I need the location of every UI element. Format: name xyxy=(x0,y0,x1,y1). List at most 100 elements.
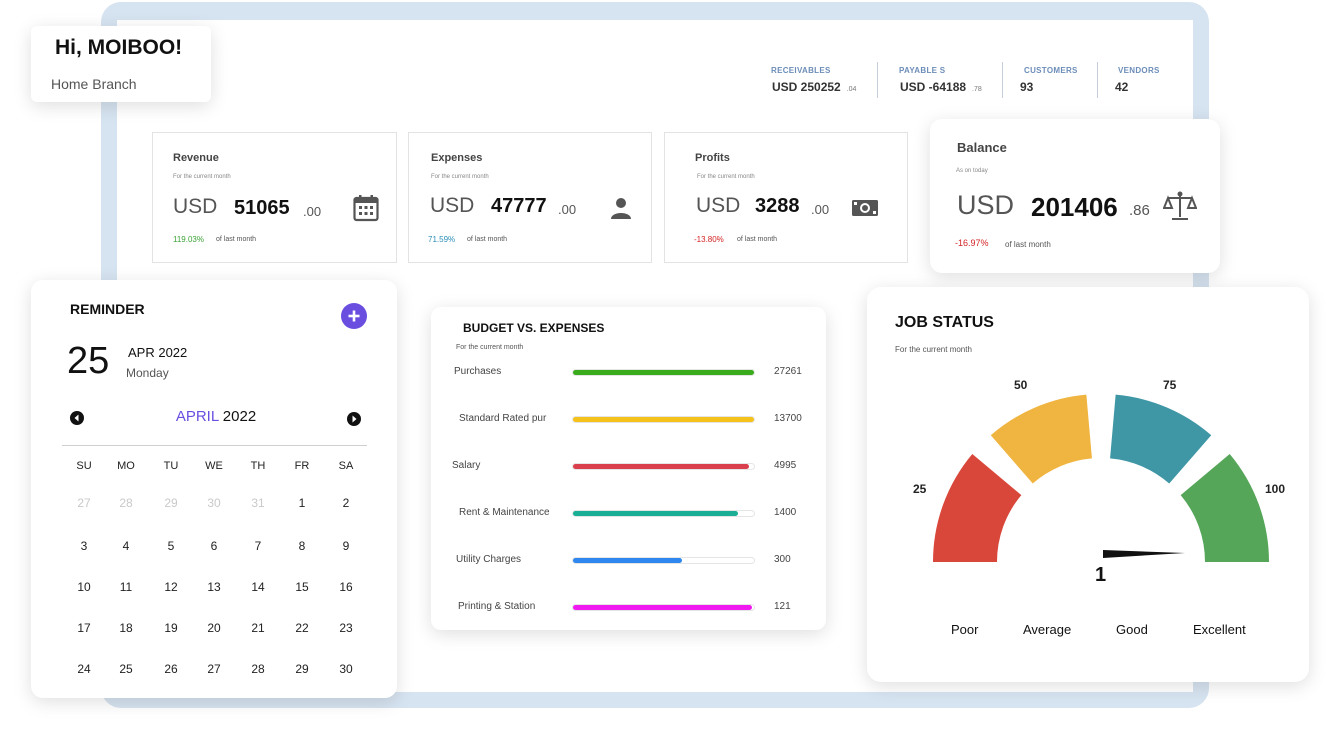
calendar-day[interactable]: 30 xyxy=(339,662,353,676)
calendar-day[interactable]: 7 xyxy=(254,539,262,553)
job-status-gauge xyxy=(933,394,1269,562)
balance-value: 201406 xyxy=(1031,192,1118,222)
budget-progress-bar xyxy=(572,463,755,470)
gauge-segment xyxy=(933,454,1022,562)
budget-progress-bar xyxy=(572,416,755,423)
greeting-card: Hi, MOIBOO! Home Branch xyxy=(31,26,211,102)
expenses-value: 47777 xyxy=(491,195,547,217)
budget-item-value: 1400 xyxy=(774,507,797,518)
budget-item-value: 4995 xyxy=(774,460,797,471)
calendar-day[interactable]: 2 xyxy=(342,496,350,510)
customers-value[interactable]: 93 xyxy=(1020,80,1034,94)
calendar-day-outside-month[interactable]: 29 xyxy=(164,496,178,510)
gauge-tick-25: 25 xyxy=(913,482,927,496)
calendar-day[interactable]: 4 xyxy=(122,539,130,553)
calendar-month: APRIL xyxy=(175,408,219,425)
budget-progress-fill xyxy=(573,417,754,422)
calendar-day[interactable]: 11 xyxy=(119,580,133,594)
balance-subtitle: As on today xyxy=(956,168,988,174)
calendar-day[interactable]: 17 xyxy=(77,621,91,635)
calendar-day[interactable]: 19 xyxy=(164,621,178,635)
reminder-weekday: Monday xyxy=(126,366,169,380)
calendar-day[interactable]: 16 xyxy=(339,580,353,594)
category-average: Average xyxy=(1023,622,1072,637)
calendar-day-outside-month[interactable]: 28 xyxy=(119,496,133,510)
balance-decimal: .86 xyxy=(1129,202,1150,219)
revenue-title: Revenue xyxy=(173,152,219,164)
calendar-day-outside-month[interactable]: 27 xyxy=(77,496,91,510)
budget-progress-fill xyxy=(573,558,682,563)
expenses-currency: USD xyxy=(430,194,475,217)
profits-change-label: of last month xyxy=(737,236,778,243)
calendar-day[interactable]: 9 xyxy=(342,539,350,553)
prev-month-button[interactable] xyxy=(70,411,84,425)
calendar-day[interactable]: 20 xyxy=(207,621,221,635)
calendar-day[interactable]: 27 xyxy=(207,662,221,676)
calendar-day[interactable]: 12 xyxy=(164,580,178,594)
weekday-label: SU xyxy=(76,460,92,472)
scale-icon xyxy=(1163,191,1197,220)
budget-item-value: 300 xyxy=(774,554,791,565)
profits-title: Profits xyxy=(695,152,730,164)
budget-title: BUDGET VS. EXPENSES xyxy=(463,321,605,335)
calendar-day-outside-month[interactable]: 30 xyxy=(207,496,221,510)
person-icon xyxy=(611,198,631,219)
weekday-label: FR xyxy=(294,460,310,472)
budget-card: BUDGET VS. EXPENSES For the current mont… xyxy=(431,307,826,630)
calendar-day[interactable]: 25 xyxy=(119,662,133,676)
gauge-value: 1 xyxy=(1095,564,1107,586)
chevron-left-icon xyxy=(74,414,79,422)
calendar-day[interactable]: 13 xyxy=(207,580,221,594)
calendar-day-outside-month[interactable]: 31 xyxy=(251,496,265,510)
expenses-title: Expenses xyxy=(431,152,483,164)
profits-subtitle: For the current month xyxy=(697,174,755,180)
branch-name[interactable]: Home Branch xyxy=(51,76,137,92)
profits-decimal: .00 xyxy=(811,202,830,217)
calendar-icon xyxy=(353,195,379,222)
calendar-day[interactable]: 23 xyxy=(339,621,353,635)
receivables-value[interactable]: USD 250252 .04 xyxy=(772,80,856,94)
calendar-day[interactable]: 1 xyxy=(298,496,306,510)
calendar-day[interactable]: 28 xyxy=(251,662,265,676)
add-reminder-button[interactable] xyxy=(341,303,367,329)
calendar-day[interactable]: 18 xyxy=(119,621,133,635)
payables-value[interactable]: USD -64188 .78 xyxy=(900,80,982,94)
profits-card[interactable]: Profits For the current month USD 3288 .… xyxy=(664,132,908,263)
calendar-day[interactable]: 15 xyxy=(295,580,309,594)
balance-card[interactable]: Balance As on today USD 201406 .86 -16.9… xyxy=(930,119,1220,273)
receivables-amount: USD 250252 xyxy=(772,80,841,94)
divider xyxy=(1002,62,1003,98)
next-month-button[interactable] xyxy=(347,412,361,426)
revenue-card[interactable]: Revenue For the current month USD 51065 … xyxy=(152,132,397,263)
plus-icon xyxy=(348,310,360,322)
budget-progress-bar xyxy=(572,557,755,564)
payables-label: PAYABLE S xyxy=(899,66,946,75)
revenue-change-label: of last month xyxy=(216,236,257,243)
budget-item-value: 121 xyxy=(774,601,791,612)
budget-item-name: Salary xyxy=(452,460,481,471)
calendar-day[interactable]: 10 xyxy=(77,580,91,594)
weekday-label: WE xyxy=(205,460,223,472)
calendar-day[interactable]: 22 xyxy=(295,621,309,635)
budget-subtitle: For the current month xyxy=(456,344,524,351)
receivables-decimal: .04 xyxy=(846,86,857,93)
calendar-day[interactable]: 6 xyxy=(210,539,218,553)
profits-value: 3288 xyxy=(755,195,800,217)
calendar-day[interactable]: 5 xyxy=(167,539,175,553)
expenses-card[interactable]: Expenses For the current month USD 47777… xyxy=(408,132,652,263)
calendar-day[interactable]: 24 xyxy=(77,662,91,676)
calendar-day[interactable]: 21 xyxy=(251,621,265,635)
payables-decimal: .78 xyxy=(972,86,982,93)
budget-progress-fill xyxy=(573,464,749,469)
calendar-day[interactable]: 8 xyxy=(298,539,306,553)
gauge-tick-75: 75 xyxy=(1163,378,1177,392)
vendors-value[interactable]: 42 xyxy=(1115,80,1129,94)
calendar-day[interactable]: 29 xyxy=(295,662,309,676)
calendar-day[interactable]: 3 xyxy=(80,539,88,553)
calendar-day[interactable]: 14 xyxy=(251,580,265,594)
calendar-day[interactable]: 26 xyxy=(164,662,178,676)
gauge-tick-100: 100 xyxy=(1265,482,1286,496)
category-poor: Poor xyxy=(951,622,979,637)
calendar-year: 2022 xyxy=(222,408,257,425)
calendar-month-label: APRIL 2022 xyxy=(31,408,401,425)
